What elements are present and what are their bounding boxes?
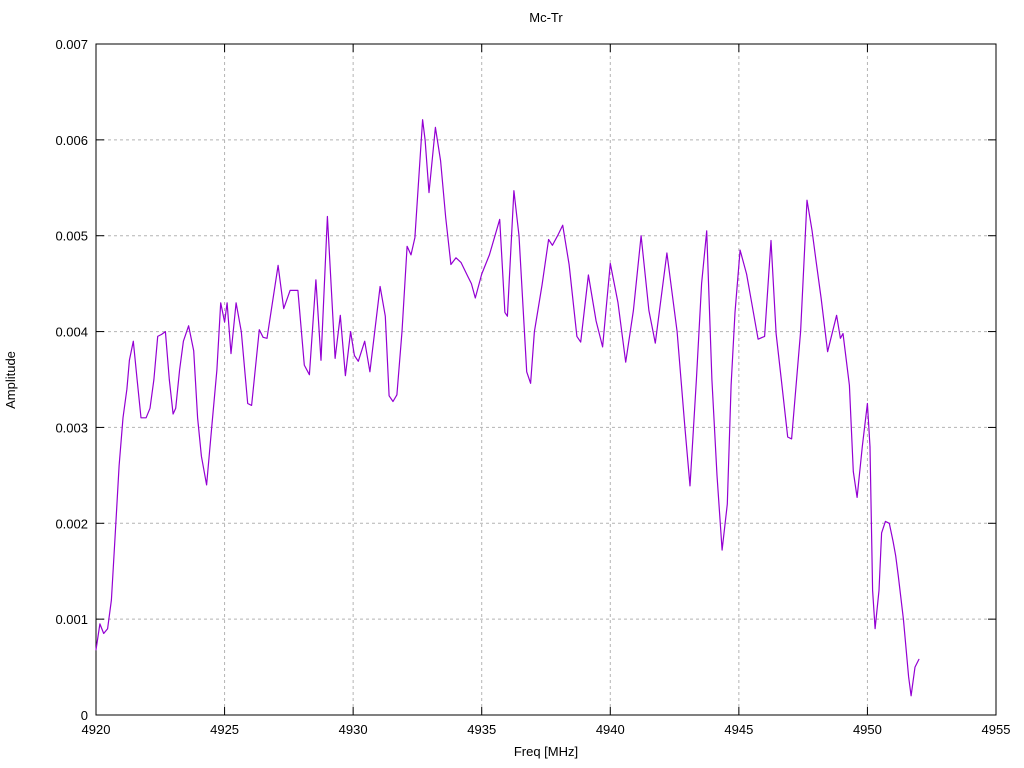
y-tick-label: 0.002 xyxy=(55,516,88,531)
y-tick-label: 0 xyxy=(81,708,88,723)
x-tick-label: 4925 xyxy=(210,722,239,737)
axis-ticks xyxy=(95,43,997,716)
plot-border xyxy=(95,43,997,716)
x-axis-label: Freq [MHz] xyxy=(514,744,578,759)
y-tick-label: 0.005 xyxy=(55,229,88,244)
chart-data-line xyxy=(95,119,920,697)
data-series xyxy=(95,119,920,697)
x-tick-label: 4930 xyxy=(339,722,368,737)
grid-lines xyxy=(95,43,997,716)
y-axis-label: Amplitude xyxy=(3,351,18,409)
y-tick-label: 0.004 xyxy=(55,325,88,340)
x-tick-label: 4945 xyxy=(724,722,753,737)
x-tick-label: 4935 xyxy=(467,722,496,737)
y-tick-label: 0.006 xyxy=(55,133,88,148)
y-tick-label: 0.003 xyxy=(55,420,88,435)
x-tick-label: 4950 xyxy=(853,722,882,737)
x-tick-label: 4955 xyxy=(982,722,1011,737)
y-tick-label: 0.007 xyxy=(55,37,88,52)
y-tick-label: 0.001 xyxy=(55,612,88,627)
axis-tick-labels: 4920 4925 4930 4935 4940 4945 4950 4955 0 0.001 0.… xyxy=(55,37,1010,737)
x-tick-label: 4940 xyxy=(596,722,625,737)
chart-title: Mc-Tr xyxy=(529,10,563,25)
x-tick-label: 4920 xyxy=(82,722,111,737)
